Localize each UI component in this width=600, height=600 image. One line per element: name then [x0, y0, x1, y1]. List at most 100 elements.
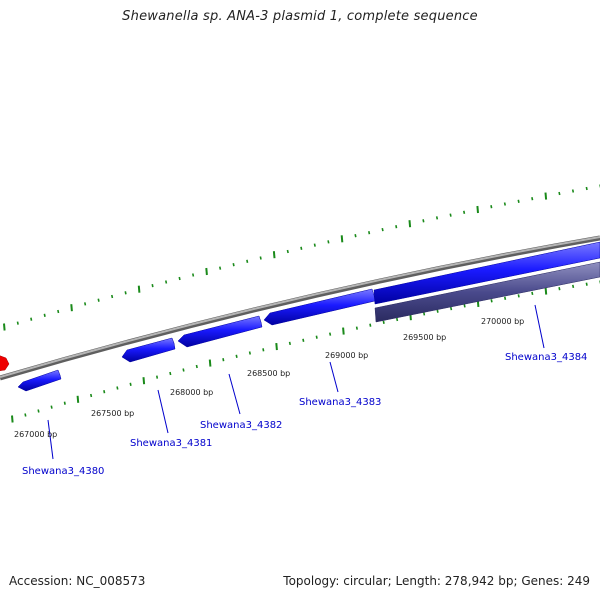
scale-label: 270000 bp [481, 317, 524, 326]
scale-label: 269500 bp [403, 333, 446, 342]
minor-tick [97, 298, 100, 302]
minor-tick [490, 205, 493, 209]
minor-tick [178, 276, 181, 281]
minor-tick [103, 390, 106, 394]
minor-tick [219, 266, 222, 270]
minor-tick [50, 405, 53, 409]
minor-tick [504, 296, 507, 300]
minor-tick [286, 249, 289, 254]
minor-tick [463, 210, 466, 214]
minor-tick [396, 317, 399, 322]
major-tick [70, 304, 73, 312]
origin-marker [0, 355, 10, 371]
minor-tick [116, 386, 119, 390]
major-tick [340, 235, 344, 243]
major-tick [275, 343, 278, 351]
minor-tick [124, 291, 127, 295]
major-tick [205, 267, 208, 276]
minor-tick [327, 240, 330, 244]
minor-tick [262, 348, 265, 352]
leader-line [157, 389, 169, 434]
major-tick [76, 395, 80, 403]
minor-tick [84, 302, 87, 306]
minor-tick [517, 294, 520, 298]
scale-label: 269000 bp [325, 351, 368, 360]
minor-tick [57, 309, 60, 314]
major-tick [408, 220, 412, 228]
minor-tick [195, 364, 198, 369]
minor-tick [422, 219, 425, 223]
scale-label: 268500 bp [247, 369, 290, 378]
minor-tick [531, 197, 534, 201]
gene-arrow-shewana3-4384[interactable] [374, 261, 600, 323]
major-tick [208, 359, 212, 367]
minor-tick [571, 189, 575, 193]
leader-line [228, 373, 241, 415]
minor-tick [382, 320, 385, 324]
scale-label: 268000 bp [170, 388, 213, 397]
minor-tick [585, 186, 588, 191]
major-tick [3, 323, 6, 331]
minor-tick [449, 213, 452, 217]
topology-text: Topology: circular; Length: 278,942 bp; … [283, 574, 590, 588]
minor-tick [436, 309, 439, 313]
major-tick [272, 251, 276, 259]
minor-tick [558, 287, 561, 291]
minor-tick [24, 413, 27, 417]
minor-tick [435, 216, 439, 220]
inner-tick-ring [11, 280, 600, 423]
leader-line [534, 304, 545, 349]
minor-tick [222, 358, 225, 362]
minor-tick [531, 291, 534, 296]
gene-label[interactable]: Shewana3_4381 [130, 438, 212, 449]
leader-line [47, 419, 54, 460]
minor-tick [329, 332, 332, 336]
minor-tick [235, 354, 238, 358]
minor-tick [16, 321, 19, 325]
minor-tick [355, 326, 358, 330]
minor-tick [300, 246, 303, 250]
gene-label[interactable]: Shewana3_4382 [200, 420, 282, 431]
minor-tick [63, 401, 66, 405]
gene-arrow-shewana3-4381a[interactable] [121, 337, 176, 363]
minor-tick [503, 202, 506, 206]
minor-tick [302, 338, 305, 342]
minor-tick [423, 312, 426, 316]
minor-tick [182, 368, 185, 372]
minor-tick [517, 199, 520, 203]
minor-tick [558, 191, 561, 196]
minor-tick [30, 317, 33, 321]
minor-tick [368, 231, 371, 235]
gene-label[interactable]: Shewana3_4380 [22, 466, 104, 477]
minor-tick [192, 273, 195, 277]
scale-label: 267000 bp [14, 430, 57, 439]
minor-tick [490, 299, 493, 303]
minor-tick [463, 304, 466, 308]
gene-arrow-shewana3-4383[interactable] [373, 241, 600, 305]
minor-tick [246, 259, 249, 263]
map-title: Shewanella sp. ANA-3 plasmid 1, complete… [122, 9, 478, 24]
minor-tick [43, 313, 46, 317]
minor-tick [169, 371, 172, 376]
minor-tick [248, 351, 251, 355]
minor-tick [156, 375, 159, 379]
minor-tick [129, 382, 132, 386]
major-tick [544, 192, 548, 200]
major-tick [544, 287, 548, 295]
scale-label: 267500 bp [91, 409, 134, 418]
minor-tick [585, 282, 588, 286]
gene-arrow-shewana3-4381b[interactable] [177, 315, 263, 348]
gene-arrow-shewana3-4380[interactable] [17, 369, 62, 392]
outer-tick-ring [3, 184, 600, 331]
accession-text: Accession: NC_008573 [9, 574, 146, 588]
gene-label[interactable]: Shewana3_4383 [299, 397, 381, 408]
major-tick [142, 377, 146, 385]
major-tick [476, 205, 479, 214]
minor-tick [37, 409, 40, 413]
minor-tick [232, 263, 235, 267]
minor-tick [288, 341, 291, 346]
minor-tick [90, 393, 93, 398]
gene-label[interactable]: Shewana3_4384 [505, 352, 587, 363]
major-tick [11, 415, 14, 423]
